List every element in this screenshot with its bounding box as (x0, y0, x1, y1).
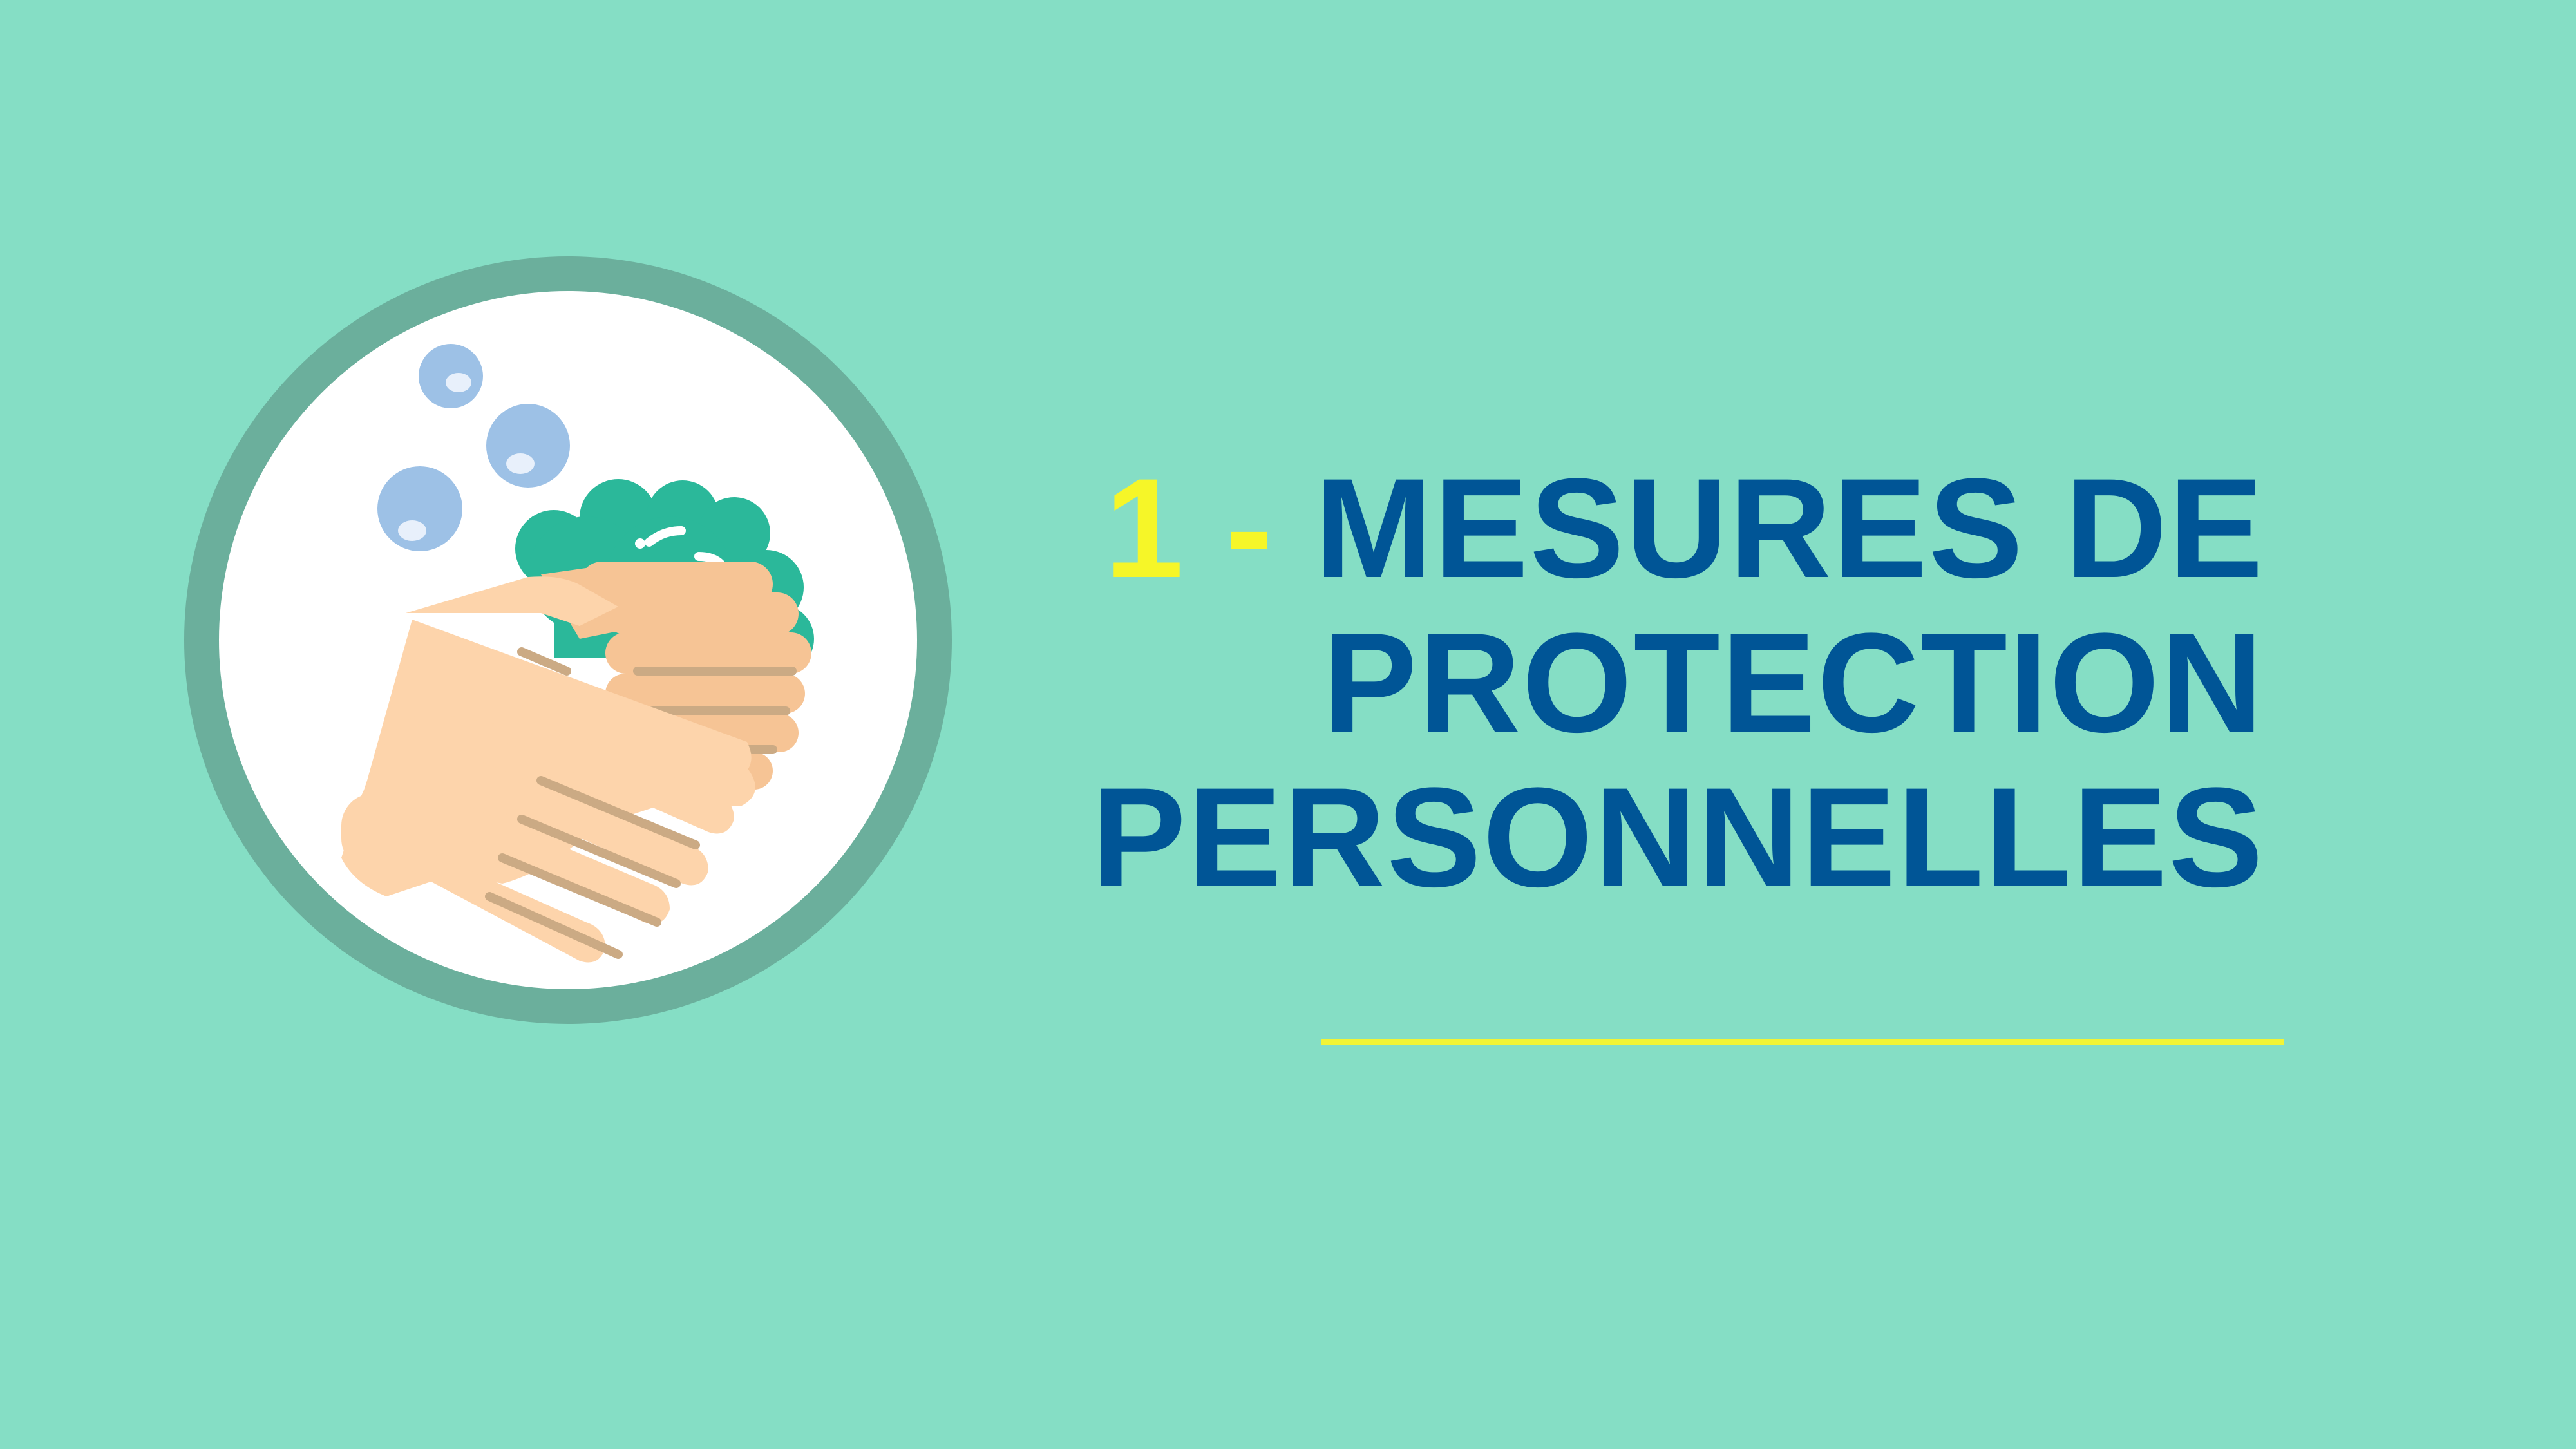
handwashing-badge (184, 256, 952, 1024)
title-text-line-1: MESURES DE (1314, 449, 2264, 607)
title-line-1: 1 - MESURES DE (1041, 451, 2264, 605)
title-text-line-2: PROTECTION (1322, 603, 2264, 762)
badge-inner-circle (219, 291, 917, 989)
title-number: 1 (1104, 449, 1185, 607)
handwashing-soap-icon (341, 344, 814, 963)
title-underline-rule (1321, 1039, 2284, 1045)
title-dash: - (1225, 449, 1274, 607)
soap-bubbles-icon (377, 344, 570, 551)
title-text-line-3: PERSONNELLES (1092, 758, 2264, 916)
front-hand-icon (341, 576, 755, 963)
slide-title: 1 - MESURES DE PROTECTION PERSONNELLES (1041, 451, 2264, 914)
